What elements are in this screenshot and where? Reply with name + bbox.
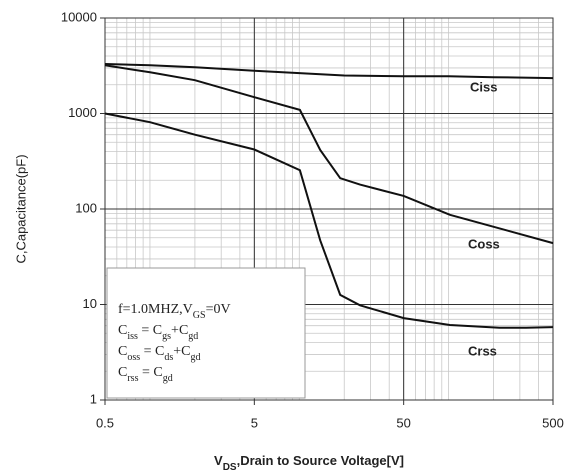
series-label: Coss: [468, 236, 500, 251]
subscript: gd: [188, 331, 198, 342]
series-line: [104, 63, 554, 80]
y-tick-label: 100: [75, 200, 97, 215]
subscript: ds: [164, 352, 173, 363]
y-tick-label: 10000: [61, 9, 97, 24]
x-tick-label: 0.5: [96, 415, 114, 430]
subscript: gd: [163, 373, 173, 384]
plot-frame: [104, 17, 554, 401]
subscript: gs: [162, 331, 171, 342]
text-part: = C: [138, 365, 162, 380]
text-part: C: [118, 365, 127, 380]
y-tick-label: 10: [83, 296, 97, 311]
x-axis-label: VDS,Drain to Source Voltage[V]: [214, 453, 404, 473]
note-box: [106, 267, 306, 399]
subscript: rss: [127, 373, 138, 384]
text-part: C: [118, 344, 127, 359]
note-line: Coss = Cds+Cgd: [118, 344, 201, 363]
subscript: GS: [193, 310, 206, 321]
series-label: Ciss: [470, 79, 497, 94]
subscript: DS: [223, 462, 237, 473]
series-line: [104, 112, 554, 329]
text-part: f=1.0MHZ,V: [118, 302, 193, 317]
text-part: =0V: [206, 302, 231, 317]
y-axis-label: C,Capacitance(pF): [13, 154, 28, 263]
text-part: = C: [140, 344, 164, 359]
text-part: ,Drain to Source Voltage[V]: [237, 453, 404, 468]
y-tick-label: 1000: [68, 105, 97, 120]
subscript: oss: [127, 352, 140, 363]
subscript: gd: [191, 352, 201, 363]
y-tick-label: 1: [90, 391, 97, 406]
text-part: C: [118, 323, 127, 338]
note-line: Crss = Cgd: [118, 365, 173, 384]
subscript: iss: [127, 331, 138, 342]
text-part: = C: [138, 323, 162, 338]
x-tick-label: 5: [251, 415, 258, 430]
note-line: f=1.0MHZ,VGS=0V: [118, 302, 231, 321]
text-part: +C: [171, 323, 188, 338]
x-tick-label: 500: [542, 415, 564, 430]
note-line: Ciss = Cgs+Cgd: [118, 323, 198, 342]
x-tick-label: 50: [396, 415, 410, 430]
text-part: V: [214, 453, 223, 468]
series-line: [104, 64, 554, 245]
series-label: Crss: [468, 343, 497, 358]
text-part: +C: [173, 344, 190, 359]
